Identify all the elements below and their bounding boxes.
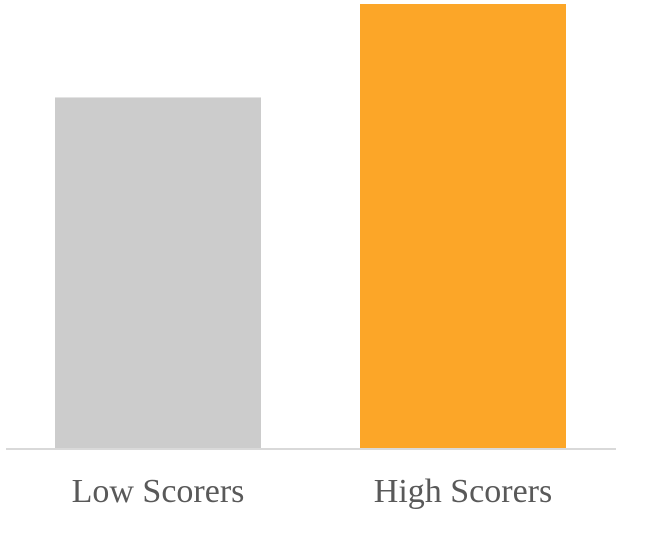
bar-high-scorers bbox=[360, 4, 566, 449]
bar-low-scorers bbox=[55, 97, 261, 449]
category-label-high-scorers: High Scorers bbox=[374, 473, 552, 510]
category-labels-group: Low Scorers High Scorers bbox=[72, 473, 553, 510]
bars-group bbox=[55, 4, 566, 449]
category-label-low-scorers: Low Scorers bbox=[72, 473, 245, 510]
